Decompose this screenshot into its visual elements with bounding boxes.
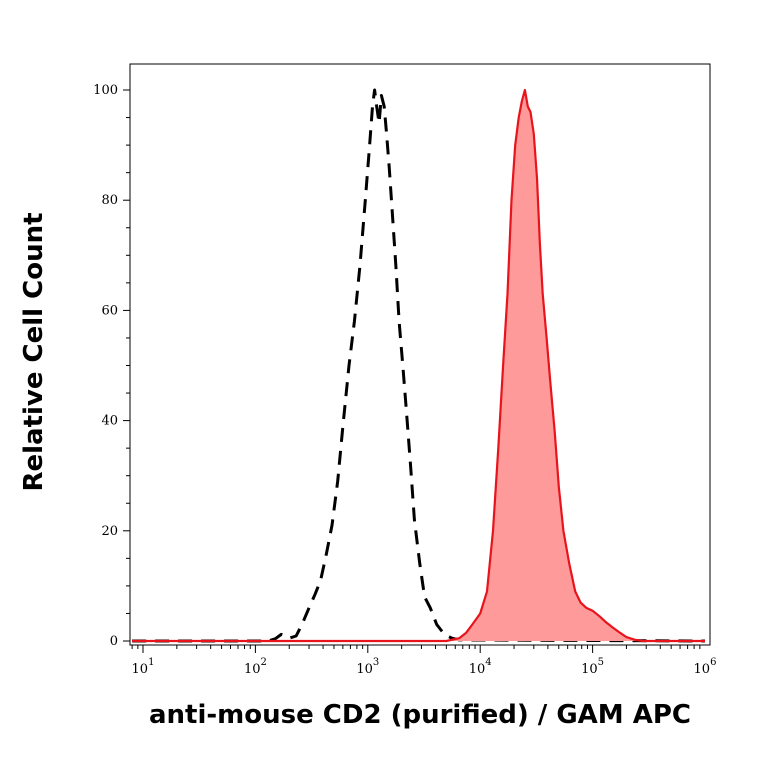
y-axis-title: Relative Cell Count	[19, 212, 49, 491]
x-tick-label: 102	[244, 657, 267, 677]
x-tick-base: 10	[694, 662, 711, 677]
x-tick-label: 105	[581, 657, 604, 677]
y-tick-label: 40	[101, 414, 118, 429]
y-tick-label: 80	[101, 193, 118, 208]
x-tick-label: 101	[132, 657, 155, 677]
series-1-line	[132, 88, 705, 643]
x-tick-base: 10	[244, 662, 261, 677]
x-tick-label: 104	[469, 657, 492, 677]
series-0-line	[132, 88, 706, 643]
y-axis: 0 20 40 60 80 100	[93, 83, 130, 649]
y-tick-label: 60	[101, 303, 118, 318]
x-tick-exponent: 5	[598, 657, 604, 668]
x-tick-base: 10	[132, 662, 149, 677]
x-tick-base: 10	[356, 662, 373, 677]
x-tick-exponent: 6	[710, 657, 716, 668]
x-tick-exponent: 1	[148, 657, 154, 668]
y-tick-label: 0	[110, 634, 118, 649]
x-tick-exponent: 4	[485, 657, 491, 668]
x-tick-base: 10	[581, 662, 598, 677]
series-layer	[132, 88, 706, 643]
x-tick-base: 10	[469, 662, 486, 677]
x-axis: 101 102 103 104 105 106	[132, 645, 717, 677]
x-tick-exponent: 3	[373, 657, 379, 668]
plot-frame	[129, 63, 711, 646]
x-tick-label: 106	[694, 657, 717, 677]
x-tick-exponent: 2	[260, 657, 266, 668]
x-axis-title: anti-mouse CD2 (purified) / GAM APC	[149, 700, 691, 730]
y-tick-label: 20	[101, 524, 118, 539]
x-tick-label: 103	[356, 657, 379, 677]
y-tick-label: 100	[93, 83, 118, 98]
